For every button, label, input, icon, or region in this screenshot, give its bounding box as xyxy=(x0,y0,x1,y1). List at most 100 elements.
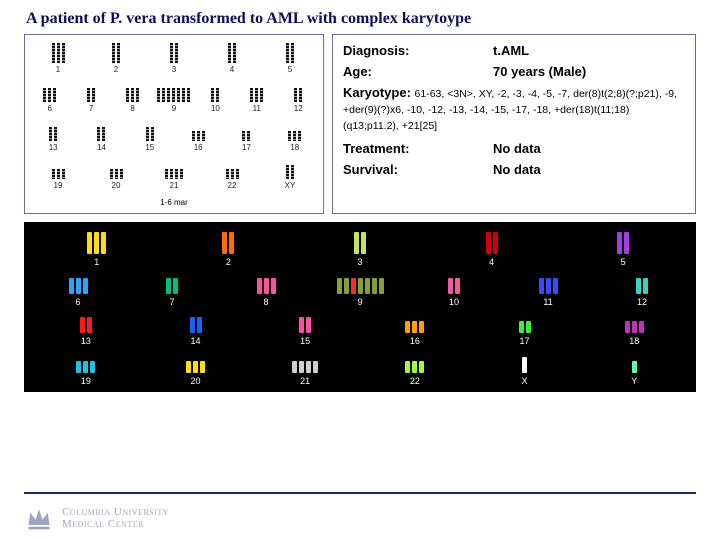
karyogram-item: 8 xyxy=(112,80,153,113)
chromosome xyxy=(211,88,214,102)
sky-chromosome xyxy=(405,321,410,333)
sky-chromosome xyxy=(643,278,648,294)
sky-number: 14 xyxy=(191,336,201,346)
sky-chromosome xyxy=(624,232,629,254)
karyogram-item: 22 xyxy=(209,157,255,190)
karyogram-item: 1 xyxy=(35,41,81,74)
sky-item: 2 xyxy=(163,228,295,267)
chromosome xyxy=(92,88,95,102)
chromosome xyxy=(131,88,134,102)
sky-number: 19 xyxy=(81,376,91,386)
chromosome xyxy=(197,131,200,141)
chromosome xyxy=(226,169,229,179)
sky-chromosome xyxy=(361,232,366,254)
chromosome xyxy=(57,169,60,179)
karyogram-row: 19202122XY xyxy=(29,157,319,190)
chromosome xyxy=(231,169,234,179)
sky-chromosome xyxy=(519,321,524,333)
sky-chromosome xyxy=(625,321,630,333)
karyogram-row: 12345 xyxy=(29,41,319,74)
chromosome xyxy=(136,88,139,102)
sky-item: 4 xyxy=(426,228,558,267)
sky-number: 10 xyxy=(449,297,459,307)
chromosome xyxy=(182,88,185,102)
sky-row: 12345 xyxy=(28,228,692,267)
chromosome xyxy=(162,88,165,102)
chromosome xyxy=(180,169,183,179)
chromosome xyxy=(117,43,120,63)
sky-number: 2 xyxy=(226,257,231,267)
karyogram-item: 15 xyxy=(127,119,173,152)
chromosome xyxy=(146,127,149,141)
chromosome xyxy=(48,88,51,102)
sky-chromosome xyxy=(83,278,88,294)
chromosome-number: 18 xyxy=(290,143,299,152)
karyogram-item: 16 xyxy=(175,119,221,152)
sky-chromosome xyxy=(173,278,178,294)
chromosome xyxy=(102,127,105,141)
sky-chromosome xyxy=(166,278,171,294)
chromosome-number: 22 xyxy=(228,181,237,190)
sky-chromosome xyxy=(292,361,297,373)
sky-chromosome xyxy=(553,278,558,294)
chromosome xyxy=(216,88,219,102)
chromosome xyxy=(115,169,118,179)
sky-chromosome xyxy=(257,278,262,294)
sky-item: 19 xyxy=(31,347,141,386)
sky-number: Y xyxy=(631,376,637,386)
chromosome-number: 17 xyxy=(242,143,251,152)
sky-chromosome xyxy=(639,321,644,333)
sky-number: 15 xyxy=(300,336,310,346)
chromosome xyxy=(298,131,301,141)
sky-chromosome xyxy=(193,361,198,373)
sky-chromosome xyxy=(358,278,363,294)
sky-number: 11 xyxy=(543,297,552,307)
chromosome xyxy=(120,169,123,179)
chromosome xyxy=(291,43,294,63)
chromosome xyxy=(167,88,170,102)
chromosome-number: 9 xyxy=(172,104,176,113)
sky-chromosome xyxy=(379,278,384,294)
sky-chromosome xyxy=(372,278,377,294)
sky-item: 21 xyxy=(250,347,360,386)
sky-chromosome xyxy=(190,317,195,333)
sky-item: 14 xyxy=(141,307,251,346)
footer-text: Columbia University Medical Center xyxy=(62,506,169,530)
chromosome xyxy=(175,43,178,63)
sky-item: 8 xyxy=(219,268,313,307)
sky-item: 1 xyxy=(31,228,163,267)
sky-item: 3 xyxy=(294,228,426,267)
sky-chromosome xyxy=(313,361,318,373)
sky-number: 16 xyxy=(410,336,420,346)
sky-chromosome xyxy=(405,361,410,373)
sky-chromosome xyxy=(83,361,88,373)
karyogram-item: 18 xyxy=(272,119,318,152)
marker-label: 1-6 mar xyxy=(29,198,319,207)
sky-number: 18 xyxy=(629,336,639,346)
sky-chromosome xyxy=(522,357,527,373)
chromosome-number: 21 xyxy=(170,181,179,190)
sky-chromosome xyxy=(448,278,453,294)
sky-item: 17 xyxy=(470,307,580,346)
karyogram-item: 20 xyxy=(93,157,139,190)
karyogram-item: 11 xyxy=(236,80,277,113)
diagnosis-row: Diagnosis: t.AML xyxy=(343,43,685,58)
footer-line1: Columbia University xyxy=(62,506,169,518)
chromosome-number: 13 xyxy=(49,143,58,152)
chromosome xyxy=(165,169,168,179)
chromosome xyxy=(62,43,65,63)
sky-chromosome xyxy=(632,321,637,333)
sky-item: 10 xyxy=(407,268,501,307)
sky-item: 13 xyxy=(31,307,141,346)
sky-item: 9 xyxy=(313,268,407,307)
sky-item: 7 xyxy=(125,268,219,307)
chromosome xyxy=(62,169,65,179)
karyogram-item: 6 xyxy=(29,80,70,113)
karyogram-item: 12 xyxy=(278,80,319,113)
chromosome-number: 8 xyxy=(130,104,134,113)
chromosome xyxy=(255,88,258,102)
chromosome xyxy=(170,169,173,179)
diagnosis-label: Diagnosis: xyxy=(343,43,493,58)
karyogram-item: 9 xyxy=(153,80,194,113)
sky-item: 15 xyxy=(250,307,360,346)
